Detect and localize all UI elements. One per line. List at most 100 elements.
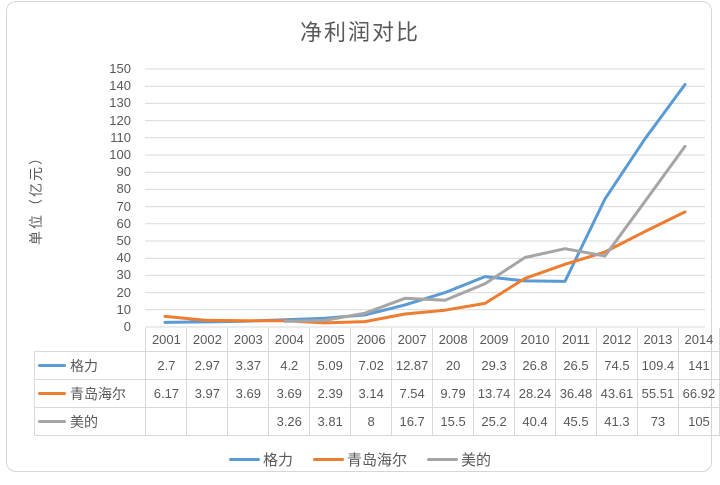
legend-label: 格力 bbox=[262, 451, 293, 469]
table-value-cell: 55.51 bbox=[636, 379, 679, 408]
y-tick-label: 120 bbox=[109, 112, 131, 128]
table-value-cell: 26.8 bbox=[514, 351, 556, 380]
y-tick-label: 70 bbox=[116, 198, 131, 214]
table-value-cell: 3.81 bbox=[309, 407, 352, 436]
series-line bbox=[283, 144, 687, 323]
y-tick-label: 50 bbox=[116, 233, 131, 248]
table-value-cell: 4.2 bbox=[268, 351, 311, 380]
series-line bbox=[163, 210, 687, 325]
x-axis-year-label: 2003 bbox=[227, 328, 270, 352]
x-axis-year-label: 2006 bbox=[350, 328, 393, 352]
table-value-cell: 3.69 bbox=[227, 379, 270, 408]
y-tick-label: 90 bbox=[116, 164, 131, 180]
series-label-cell: 美的 bbox=[33, 407, 147, 436]
legend-key-line bbox=[228, 457, 260, 461]
x-axis-year-label: 2001 bbox=[145, 328, 188, 352]
series-name: 美的 bbox=[70, 413, 98, 430]
y-tick-label: 60 bbox=[116, 215, 131, 231]
table-value-cell: 5.09 bbox=[309, 351, 352, 380]
y-tick-label: 150 bbox=[109, 61, 131, 76]
y-tick-label: 0 bbox=[123, 319, 131, 334]
table-value-cell: 3.14 bbox=[350, 379, 393, 408]
series-name: 青岛海尔 bbox=[70, 385, 126, 402]
table-value-cell: 3.26 bbox=[268, 407, 311, 436]
table-value-cell: 105 bbox=[677, 407, 720, 436]
legend-item: 格力 bbox=[228, 449, 293, 470]
x-axis-year-label: 2007 bbox=[391, 328, 434, 352]
y-tick-label: 130 bbox=[109, 95, 131, 111]
x-axis-year-label: 2010 bbox=[514, 328, 556, 352]
table-value-cell: 2.39 bbox=[309, 379, 352, 408]
table-value-cell: 2.97 bbox=[186, 351, 229, 380]
table-value-cell: 7.02 bbox=[350, 351, 393, 380]
table-value-cell: 29.3 bbox=[473, 351, 516, 380]
legend-label: 美的 bbox=[461, 451, 492, 469]
series-label-cell: 青岛海尔 bbox=[33, 379, 147, 408]
table-value-cell: 3.69 bbox=[268, 379, 311, 408]
y-tick-label: 10 bbox=[116, 301, 131, 317]
series-table-row: 格力 2.7 2.97 3.37 4.2 5.09 7.02 12.87 20 29.3 26.8 2… bbox=[33, 351, 720, 380]
table-value-cell: 8 bbox=[350, 407, 393, 436]
y-tick-label: 40 bbox=[116, 250, 131, 266]
table-value-cell bbox=[186, 407, 229, 436]
table-value-cell: 3.37 bbox=[227, 351, 270, 380]
legend: 格力 青岛海尔 美的 bbox=[0, 447, 720, 471]
table-value-cell: 12.87 bbox=[391, 351, 434, 380]
legend-key-line bbox=[38, 419, 66, 423]
x-axis-year-label: 2014 bbox=[677, 328, 720, 352]
x-axis-labels-row: 2001 2002 2003 2004 2005 2006 2007 2008 2009 2010… bbox=[34, 328, 720, 352]
legend-key-line bbox=[38, 363, 66, 367]
table-value-cell: 7.54 bbox=[391, 379, 434, 408]
table-value-cell: 15.5 bbox=[432, 407, 475, 436]
x-axis-year-label: 2005 bbox=[309, 328, 352, 352]
table-value-cell: 73 bbox=[636, 407, 679, 436]
table-value-cell: 28.24 bbox=[514, 379, 556, 408]
table-value-cell: 25.2 bbox=[473, 407, 516, 436]
table-value-cell: 2.7 bbox=[145, 351, 188, 380]
table-value-cell: 74.5 bbox=[595, 351, 638, 380]
table-value-cell: 20 bbox=[432, 351, 475, 380]
x-axis-year-label: 2009 bbox=[473, 328, 516, 352]
plot-area bbox=[145, 68, 705, 328]
table-value-cell: 13.74 bbox=[473, 379, 516, 408]
y-tick-label: 140 bbox=[109, 78, 131, 94]
data-table: 2001 2002 2003 2004 2005 2006 2007 2008 2009 2010… bbox=[33, 328, 720, 436]
legend-key-line bbox=[427, 457, 458, 461]
y-tick-label: 100 bbox=[109, 147, 131, 162]
table-corner-spacer bbox=[34, 328, 147, 352]
y-tick-label: 80 bbox=[116, 181, 131, 197]
y-tick-label: 20 bbox=[116, 284, 131, 300]
table-value-cell: 66.92 bbox=[677, 379, 720, 408]
chart-title: 净利润对比 bbox=[299, 20, 420, 45]
x-axis-year-label: 2012 bbox=[595, 328, 638, 352]
legend-item: 青岛海尔 bbox=[312, 449, 407, 470]
y-tick-label: 110 bbox=[110, 129, 131, 145]
table-value-cell bbox=[227, 407, 270, 436]
series-table-row: 美的 3.26 3.81 8 16.7 15.5 25.2 40.4 45.5 41.3 73 105 bbox=[33, 407, 720, 436]
table-value-cell: 41.3 bbox=[595, 407, 638, 436]
x-axis-year-label: 2013 bbox=[636, 328, 679, 352]
table-value-cell: 16.7 bbox=[391, 407, 434, 436]
x-axis-year-label: 2011 bbox=[555, 328, 597, 352]
legend-label: 青岛海尔 bbox=[346, 451, 407, 469]
table-value-cell: 45.5 bbox=[555, 407, 597, 436]
table-value-cell: 43.61 bbox=[595, 379, 638, 408]
x-axis-year-label: 2008 bbox=[432, 328, 475, 352]
y-tick-label: 30 bbox=[116, 267, 131, 283]
legend-key-line bbox=[38, 391, 66, 395]
table-value-cell: 40.4 bbox=[514, 407, 556, 436]
legend-item: 美的 bbox=[427, 449, 491, 470]
series-table-row: 青岛海尔 6.17 3.97 3.69 3.69 2.39 3.14 7.54 9.79 13.7… bbox=[33, 379, 720, 408]
table-value-cell: 109.4 bbox=[636, 351, 679, 380]
table-value-cell: 3.97 bbox=[186, 379, 229, 408]
table-value-cell: 9.79 bbox=[432, 379, 475, 408]
series-name: 格力 bbox=[70, 357, 98, 374]
x-axis-year-label: 2004 bbox=[268, 328, 311, 352]
series-label-cell: 格力 bbox=[33, 351, 147, 380]
table-value-cell bbox=[145, 407, 188, 436]
legend-key-line bbox=[312, 457, 344, 461]
table-value-cell: 26.5 bbox=[555, 351, 597, 380]
table-value-cell: 6.17 bbox=[145, 379, 188, 408]
table-value-cell: 36.48 bbox=[555, 379, 597, 408]
